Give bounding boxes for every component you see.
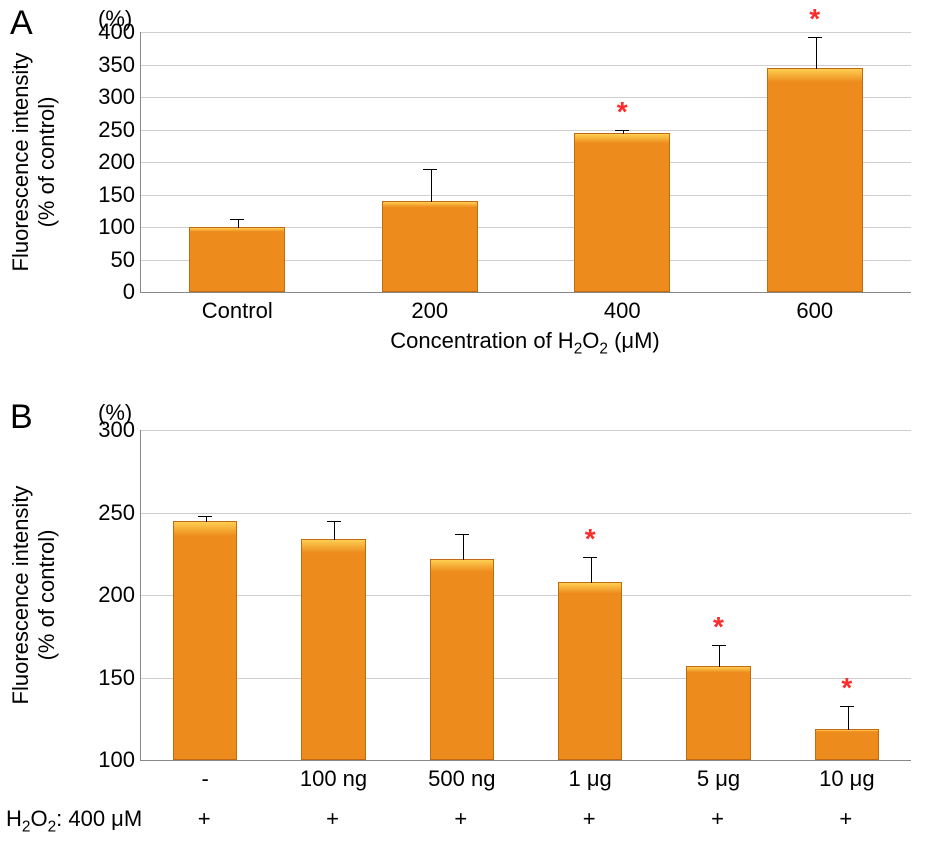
bar xyxy=(767,68,863,292)
x-tick-label: 1 μg xyxy=(569,760,612,792)
y-tick-label: 150 xyxy=(98,665,141,691)
y-tick-label: 250 xyxy=(98,117,141,143)
y-tick-label: 300 xyxy=(98,84,141,110)
significance-star: * xyxy=(809,3,820,35)
chart-b: 100150200250300-100 ng500 ng*1 μg*5 μg*1… xyxy=(140,430,911,761)
condition-row-value: + xyxy=(711,806,724,832)
y-tick-label: 50 xyxy=(111,247,141,273)
x-tick-label: 10 μg xyxy=(819,760,875,792)
x-tick-label: 500 ng xyxy=(428,760,495,792)
x-tick-label: 200 xyxy=(411,292,448,324)
x-tick-label: 400 xyxy=(604,292,641,324)
bar xyxy=(558,582,622,760)
x-tick-label: 100 ng xyxy=(300,760,367,792)
condition-row-value: + xyxy=(454,806,467,832)
condition-row-value: + xyxy=(198,806,211,832)
bar xyxy=(815,729,879,760)
y-tick-label: 350 xyxy=(98,52,141,78)
y-tick-label: 250 xyxy=(98,500,141,526)
y-tick-label: 100 xyxy=(98,214,141,240)
bar xyxy=(301,539,365,760)
bar xyxy=(382,201,478,292)
y-tick-label: 400 xyxy=(98,19,141,45)
chart-a: 050100150200250300350400Control200*400*6… xyxy=(140,32,911,293)
y-axis-title: Fluorescence intensity(% of control) xyxy=(8,53,60,272)
condition-row-value: + xyxy=(839,806,852,832)
bar xyxy=(173,521,237,760)
x-axis-title: Concentration of H2O2 (μM) xyxy=(390,328,659,358)
condition-row-label: H2O2: 400 μM xyxy=(6,806,142,836)
y-tick-label: 300 xyxy=(98,417,141,443)
y-tick-label: 100 xyxy=(98,747,141,773)
x-tick-label: 5 μg xyxy=(697,760,740,792)
significance-star: * xyxy=(585,523,596,555)
significance-star: * xyxy=(841,672,852,704)
significance-star: * xyxy=(713,611,724,643)
x-tick-label: - xyxy=(201,760,208,792)
significance-star: * xyxy=(617,96,628,128)
condition-row-value: + xyxy=(326,806,339,832)
y-tick-label: 200 xyxy=(98,149,141,175)
y-axis-title: Fluorescence intensity(% of control) xyxy=(8,486,60,705)
bar xyxy=(189,227,285,292)
y-tick-label: 0 xyxy=(123,279,141,305)
y-tick-label: 200 xyxy=(98,582,141,608)
panel-label-a: A xyxy=(10,4,33,43)
bar xyxy=(574,133,670,292)
x-tick-label: 600 xyxy=(796,292,833,324)
x-tick-label: Control xyxy=(202,292,273,324)
y-tick-label: 150 xyxy=(98,182,141,208)
panel-label-b: B xyxy=(10,398,33,437)
condition-row-value: + xyxy=(583,806,596,832)
bar xyxy=(430,559,494,760)
bar xyxy=(686,666,750,760)
